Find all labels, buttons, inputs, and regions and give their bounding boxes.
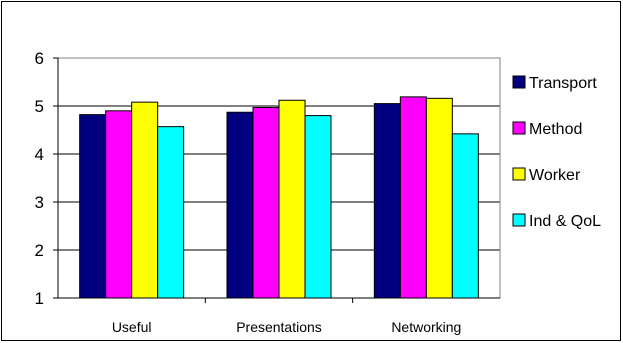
y-axis-ticks: 1 2 3 4 5 6	[35, 49, 58, 308]
bar-transport-networking	[373, 103, 401, 299]
bar-transport-useful	[79, 114, 107, 299]
x-axis-labels: Useful Presentations Networking	[112, 298, 461, 335]
y-tick-label: 2	[35, 241, 44, 260]
legend-swatch	[512, 213, 526, 227]
bar-method-useful	[105, 110, 133, 299]
bar-method-presentations	[252, 106, 280, 299]
legend-swatch	[512, 167, 526, 181]
bars	[79, 96, 479, 299]
bar-ind-qol-useful	[157, 126, 185, 299]
bar-transport-presentations	[226, 111, 254, 299]
legend-label: Method	[529, 121, 582, 138]
legend-swatch	[512, 75, 526, 89]
y-tick-label: 5	[35, 97, 44, 116]
x-category-label: Presentations	[236, 319, 322, 335]
legend-label: Transport	[529, 75, 597, 92]
y-tick-label: 6	[35, 49, 44, 68]
bar-worker-presentations	[278, 99, 306, 299]
y-tick-label: 4	[35, 145, 44, 164]
bar-ind-qol-networking	[451, 133, 479, 299]
x-category-label: Useful	[112, 319, 152, 335]
bar-ind-qol-presentations	[304, 115, 332, 299]
bar-worker-networking	[425, 97, 453, 299]
bar-worker-useful	[131, 101, 159, 299]
legend-label: Ind & QoL	[529, 213, 601, 230]
x-category-label: Networking	[391, 319, 461, 335]
legend: Transport Method Worker Ind & QoL	[512, 75, 601, 230]
bar-method-networking	[399, 96, 427, 299]
legend-label: Worker	[529, 167, 581, 184]
y-tick-label: 1	[35, 289, 44, 308]
legend-swatch	[512, 121, 526, 135]
y-tick-label: 3	[35, 193, 44, 212]
